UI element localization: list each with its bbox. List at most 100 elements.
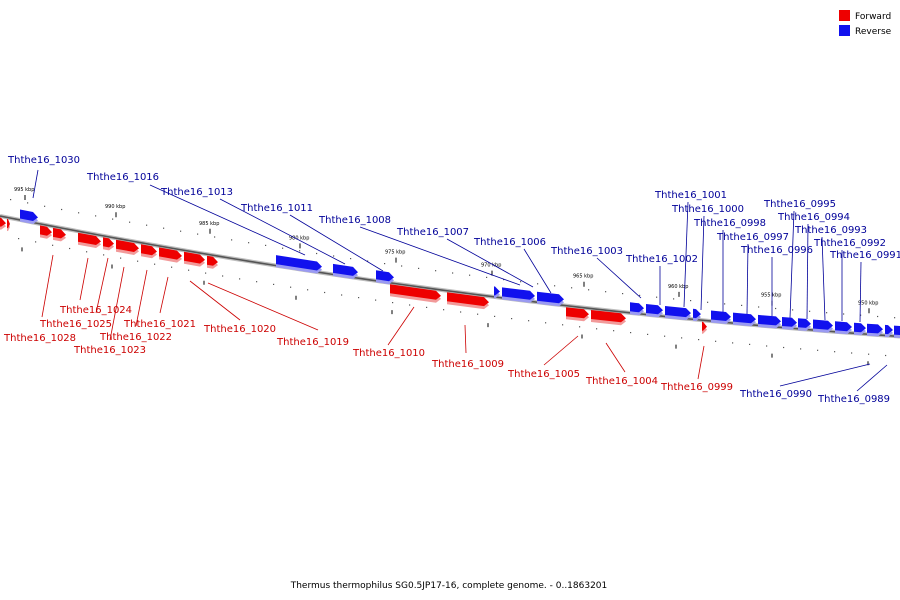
gene-label[interactable]: Ththe16_1011 (240, 203, 313, 214)
ruler-dot (800, 348, 802, 350)
gene-label[interactable]: Ththe16_1020 (203, 324, 276, 335)
gene-leader-line (697, 345, 705, 380)
gene-label[interactable]: Ththe16_0994 (777, 212, 850, 223)
gene-features (0, 209, 900, 338)
forward-gene-arrow (116, 239, 139, 252)
ruler-tick-label: 960 kbp (668, 284, 688, 290)
gene-leader-line (859, 261, 862, 323)
gene-label[interactable]: Ththe16_1023 (73, 345, 146, 356)
ruler-dot (154, 263, 156, 265)
gene-label[interactable]: Ththe16_0993 (794, 225, 867, 236)
gene-label[interactable]: Ththe16_0990 (739, 389, 812, 400)
legend-forward-swatch (839, 10, 850, 21)
gene-label[interactable]: Ththe16_0989 (817, 394, 890, 405)
ruler-dot (885, 354, 887, 357)
forward-gene-arrow (40, 225, 52, 236)
gene-label[interactable]: Ththe16_1009 (431, 359, 504, 370)
legend-reverse-label: Reverse (855, 27, 892, 37)
reverse-gene-arrow (854, 322, 866, 333)
ruler-dot (95, 215, 97, 217)
ruler-dot (868, 353, 870, 355)
gene-leader-line (289, 214, 384, 272)
ruler-dot (443, 309, 445, 311)
gene-label[interactable]: Ththe16_1013 (160, 187, 233, 198)
gene-label[interactable]: Ththe16_1000 (671, 204, 744, 215)
gene-label[interactable]: Ththe16_1002 (625, 254, 698, 265)
gene-label[interactable]: Ththe16_1016 (86, 172, 159, 183)
ruler-dot (265, 244, 267, 246)
reverse-gene-arrow (630, 302, 644, 313)
gene-label[interactable]: Ththe16_1024 (59, 305, 132, 316)
ruler-dot (809, 310, 811, 312)
ruler-dot (307, 289, 309, 291)
ruler-dot (27, 202, 29, 204)
gene-leader-line (523, 248, 552, 294)
reverse-gene-arrow (333, 263, 358, 276)
ruler-dot (554, 285, 556, 287)
ruler-dot (690, 300, 692, 302)
gene-label[interactable]: Ththe16_1008 (318, 215, 391, 226)
ruler-dot (715, 340, 717, 342)
ruler-dot (120, 257, 122, 259)
gene-label[interactable]: Ththe16_0995 (763, 199, 836, 210)
ruler-dot (61, 208, 63, 211)
gene-label[interactable]: Ththe16_0997 (716, 232, 789, 243)
gene-label[interactable]: Ththe16_1005 (507, 369, 580, 380)
ruler-dot (86, 251, 88, 253)
ruler-dot (460, 311, 462, 313)
gene-label[interactable]: Ththe16_1010 (352, 348, 425, 359)
gene-label[interactable]: Ththe16_1030 (7, 155, 80, 166)
ruler-dot (435, 270, 437, 272)
ruler-dot (503, 279, 505, 281)
ruler-dot (520, 281, 522, 283)
ruler-dot (571, 287, 573, 289)
ruler-dot (222, 275, 224, 277)
forward-gene-arrow (78, 232, 101, 245)
gene-label[interactable]: Ththe16_1022 (99, 332, 172, 343)
gene-label[interactable]: Ththe16_0999 (660, 382, 733, 393)
gene-leader-line (359, 226, 521, 286)
ruler-dot (401, 265, 403, 267)
ruler-dot (562, 324, 564, 326)
ruler-dot (630, 332, 632, 334)
ruler-dot (588, 289, 590, 291)
gene-label[interactable]: Ththe16_0996 (740, 245, 813, 256)
ruler-dot (528, 320, 530, 322)
gene-label[interactable]: Ththe16_0992 (813, 238, 886, 249)
gene-label[interactable]: Ththe16_1028 (3, 333, 76, 344)
gene-label[interactable]: Ththe16_1004 (585, 376, 658, 387)
gene-label[interactable]: Ththe16_1019 (276, 337, 349, 348)
ruler-dot (367, 260, 369, 262)
ruler-dot (205, 272, 207, 274)
ruler-dot (724, 303, 726, 305)
ruler-dot (137, 260, 139, 262)
reverse-gene-arrow (376, 270, 394, 282)
ruler-tick-label: 995 kbp (14, 187, 34, 193)
reverse-gene-arrow (835, 321, 852, 332)
gene-label[interactable]: Ththe16_1006 (473, 237, 546, 248)
gene-leader-line (856, 364, 888, 392)
ruler-dot (426, 306, 428, 308)
reverse-gene-arrow (894, 325, 900, 335)
gene-label[interactable]: Ththe16_1025 (39, 319, 112, 330)
forward-gene-arrow (159, 247, 182, 260)
ruler-dot (545, 322, 547, 324)
ruler-dot (180, 230, 182, 232)
ruler-dot (256, 281, 258, 283)
gene-leader-line (149, 184, 306, 256)
gene-label[interactable]: Ththe16_1021 (123, 319, 196, 330)
ruler-dot (792, 309, 794, 311)
gene-label[interactable]: Ththe16_1003 (550, 246, 623, 257)
gene-label[interactable]: Ththe16_0998 (693, 218, 766, 229)
ruler-dot (341, 294, 343, 296)
gene-leader-line (464, 324, 467, 354)
forward-gene-arrow (390, 284, 441, 300)
gene-label[interactable]: Ththe16_0991 (829, 250, 900, 261)
gene-label[interactable]: Ththe16_1001 (654, 190, 727, 201)
gene-label[interactable]: Ththe16_1007 (396, 227, 469, 238)
ruler-dot (44, 205, 46, 207)
ruler-dot (384, 263, 386, 265)
gene-leader-line (446, 238, 534, 288)
reverse-gene-arrow (693, 308, 701, 319)
ruler-dot (299, 250, 301, 252)
